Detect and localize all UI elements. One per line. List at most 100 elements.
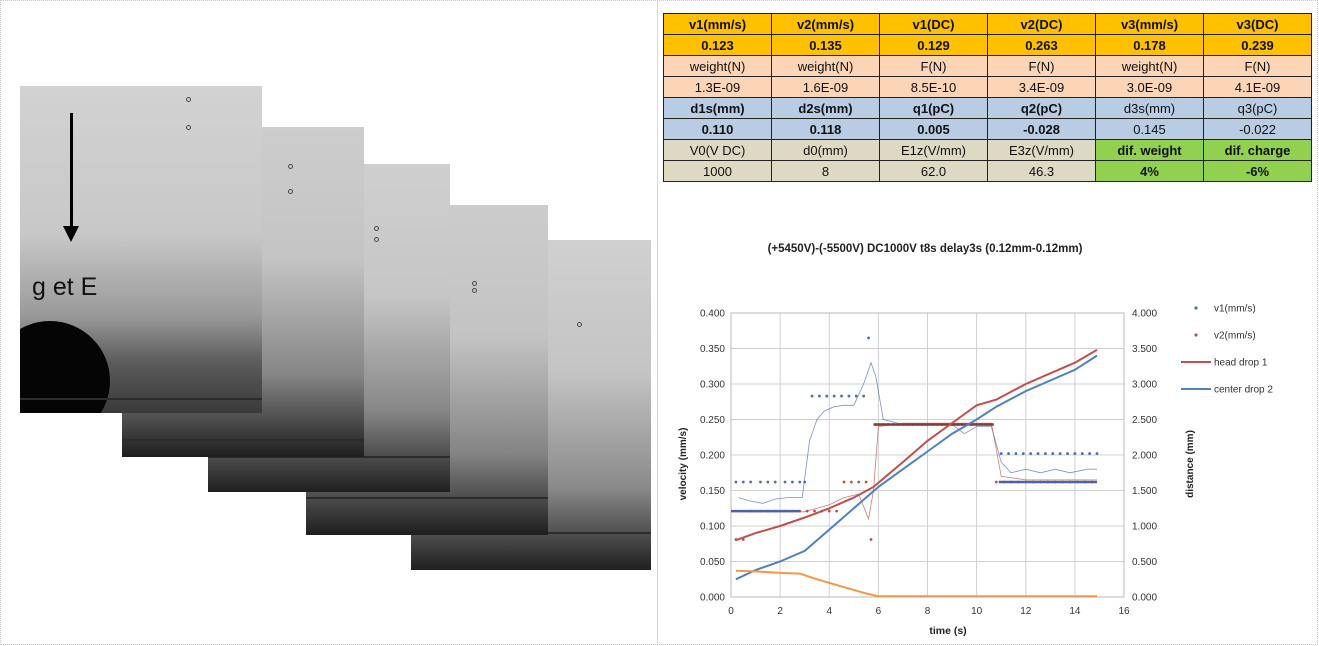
- column-divider: [657, 0, 658, 646]
- data-point: [994, 480, 998, 484]
- y-tick-label: 0.250: [700, 415, 725, 426]
- y2-tick-label: 2.000: [1132, 451, 1157, 462]
- table-cell: d3s(mm): [1095, 97, 1204, 119]
- data-point: [791, 480, 794, 484]
- x-tick-label: 16: [1118, 606, 1130, 617]
- y2-tick-label: 0.500: [1132, 557, 1157, 568]
- table-cell: 3.0E-09: [1095, 76, 1204, 98]
- table-cell: 1000: [663, 160, 772, 182]
- data-point: [864, 480, 868, 484]
- data-point: [862, 394, 866, 398]
- table-cell: dif. charge: [1203, 139, 1312, 161]
- legend-label: head drop 1: [1214, 358, 1268, 369]
- data-point: [1088, 452, 1092, 455]
- series-line: [738, 361, 1097, 504]
- x-tick-label: 8: [925, 606, 931, 617]
- data-point: [1095, 452, 1099, 455]
- data-point: [1066, 452, 1069, 455]
- table-cell: 0.263: [987, 34, 1096, 56]
- table-cell: q2(pC): [987, 97, 1096, 119]
- table-cell: weight(N): [771, 55, 880, 77]
- series-line: [735, 569, 1097, 598]
- y2-tick-label: 3.500: [1132, 344, 1157, 355]
- table-cell: dif. weight: [1095, 139, 1204, 161]
- droplet: [288, 189, 293, 194]
- x-tick-label: 14: [1069, 606, 1081, 617]
- electrode-edge: [20, 398, 262, 400]
- y-tick-label: 0.050: [700, 557, 725, 568]
- y-tick-label: 0.100: [700, 522, 725, 533]
- table-cell: v1(mm/s): [663, 13, 772, 35]
- droplet: [186, 125, 191, 130]
- legend-label: center drop 2: [1214, 385, 1273, 396]
- table-cell: 8: [771, 160, 880, 182]
- data-point: [798, 480, 802, 484]
- velocity-distance-chart: (+5450V)-(-5500V) DC1000V t8s delay3s (0…: [678, 243, 1273, 637]
- legend-label: v1(mm/s): [1214, 304, 1256, 315]
- table-row: weight(N) weight(N) F(N) F(N) weight(N) F(N): [663, 55, 1312, 77]
- table-cell: v2(mm/s): [771, 13, 880, 35]
- table-cell: E1z(V/mm): [879, 139, 988, 161]
- chart-legend: v1(mm/s) v2(mm/s) head drop 1 center drop 2: [1181, 304, 1273, 396]
- series-line: [735, 349, 1098, 542]
- table-cell: F(N): [987, 55, 1096, 77]
- y-tick-label: 0.000: [700, 593, 725, 604]
- x-tick-label: 2: [777, 606, 783, 617]
- table-cell: q1(pC): [879, 97, 988, 119]
- data-point: [813, 509, 816, 513]
- data-point: [1014, 452, 1018, 455]
- droplet: [374, 226, 379, 231]
- table-cell: 0.129: [879, 34, 988, 56]
- table-cell: -6%: [1203, 160, 1312, 182]
- data-point: [842, 480, 846, 484]
- table-cell: d2s(mm): [771, 97, 880, 119]
- data-point: [867, 336, 870, 340]
- data-point: [1021, 452, 1025, 455]
- table-cell: v2(DC): [987, 13, 1096, 35]
- data-point: [1058, 452, 1062, 455]
- data-point: [783, 480, 787, 484]
- y2-tick-label: 4.000: [1132, 309, 1157, 320]
- x-tick-label: 12: [1020, 606, 1032, 617]
- data-point: [1007, 452, 1010, 455]
- data-point: [741, 480, 745, 484]
- data-point: [847, 394, 851, 398]
- table-row: 0.123 0.135 0.129 0.263 0.178 0.239: [663, 34, 1312, 56]
- table-cell: E3z(V/mm): [987, 139, 1096, 161]
- data-point: [849, 480, 853, 484]
- electrode-edge: [208, 456, 450, 458]
- data-point: [869, 538, 873, 541]
- chart-grid: [730, 312, 1125, 598]
- table-cell: 8.5E-10: [879, 76, 988, 98]
- table-cell: 0.110: [663, 118, 772, 140]
- data-point: [1036, 452, 1040, 455]
- data-point: [766, 480, 770, 484]
- droplet: [186, 97, 191, 102]
- table-row: d1s(mm) d2s(mm) q1(pC) q2(pC) d3s(mm) q3(pC): [663, 97, 1312, 119]
- droplet: [577, 322, 582, 327]
- x-axis-label: time (s): [929, 625, 966, 637]
- table-cell: 0.145: [1095, 118, 1204, 140]
- x-tick-label: 6: [876, 606, 882, 617]
- table-cell: 0.123: [663, 34, 772, 56]
- arrow-head-icon: [63, 226, 79, 242]
- data-point: [773, 480, 777, 484]
- droplet: [374, 237, 379, 242]
- photo-frame-1: [20, 86, 262, 413]
- y-tick-label: 0.350: [700, 344, 725, 355]
- table-cell: v3(DC): [1203, 13, 1312, 35]
- table-cell: 0.135: [771, 34, 880, 56]
- electrode-edge: [122, 439, 364, 441]
- y2-tick-label: 0.000: [1132, 593, 1157, 604]
- data-point: [749, 480, 753, 484]
- table-row: V0(V DC) d0(mm) E1z(V/mm) E3z(V/mm) dif. wei…: [663, 139, 1312, 161]
- x-tick-label: 4: [826, 606, 832, 617]
- data-point: [1080, 452, 1084, 455]
- legend-marker: [1194, 306, 1198, 310]
- table-cell: 46.3: [987, 160, 1096, 182]
- y-tick-label: 0.150: [700, 486, 725, 497]
- table-cell: 3.4E-09: [987, 76, 1096, 98]
- y-tick-label: 0.400: [700, 309, 725, 320]
- data-point: [840, 394, 843, 398]
